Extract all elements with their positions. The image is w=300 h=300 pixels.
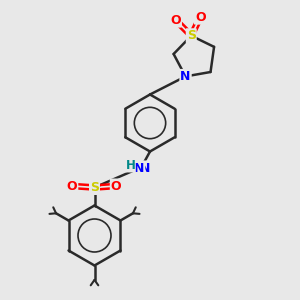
Text: H: H [140, 163, 149, 173]
Text: O: O [170, 14, 181, 27]
Text: H: H [126, 159, 135, 172]
Text: N: N [140, 161, 150, 175]
Text: S: S [187, 29, 196, 42]
Text: N: N [134, 161, 145, 175]
Text: O: O [195, 11, 206, 24]
Text: N: N [180, 70, 191, 83]
Text: O: O [67, 179, 77, 193]
Text: O: O [111, 179, 122, 193]
Text: S: S [90, 181, 99, 194]
